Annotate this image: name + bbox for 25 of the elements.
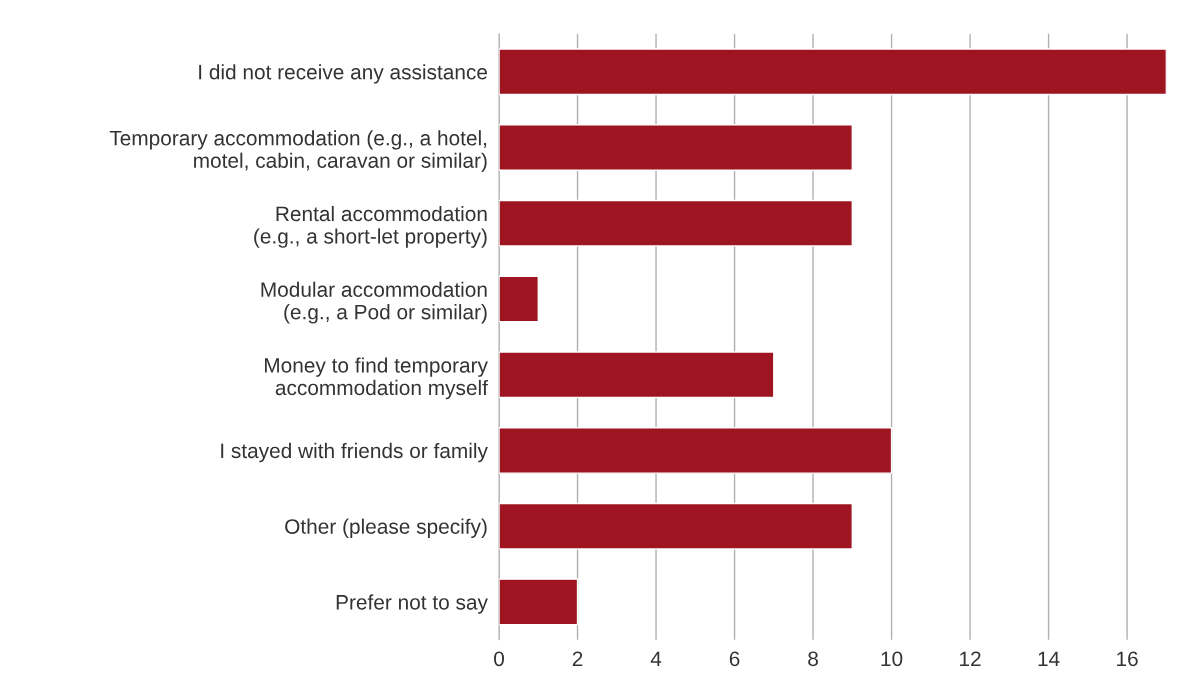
y-tick-label: Rental accommodation (e.g., a short-let property) — [254, 205, 487, 248]
bar — [499, 578, 579, 626]
x-tick-label: 14 — [1038, 651, 1060, 666]
x-tick-label: 10 — [881, 651, 903, 667]
x-tick-label: 6 — [729, 651, 740, 667]
x-tick-label: 4 — [650, 651, 662, 666]
y-tick-label: Temporary accommodation (e.g., a hotel, motel, cabin, caravan or similar) — [109, 130, 487, 173]
y-tick-label: Prefer not to say — [336, 594, 488, 614]
bar — [499, 199, 853, 247]
bar — [499, 426, 893, 474]
y-tick-label: Modular accommodation (e.g., a Pod or similar) — [261, 281, 487, 324]
bar — [499, 48, 1167, 96]
bar — [499, 124, 853, 171]
y-tick-label: I stayed with friends or family — [221, 442, 488, 463]
bar — [499, 275, 539, 323]
x-tick-label: 0 — [494, 651, 505, 667]
bar — [499, 502, 853, 550]
y-tick-label: I did not receive any assistance — [199, 64, 488, 84]
y-tick-label: Money to find temporary accommodation myself — [265, 357, 488, 400]
y-tick-label: Other (please specify) — [285, 518, 487, 539]
x-tick-label: 12 — [960, 651, 981, 666]
x-tick-label: 16 — [1117, 651, 1138, 667]
bar — [499, 351, 775, 399]
x-tick-label: 2 — [572, 651, 583, 666]
x-tick-label: 8 — [808, 651, 818, 667]
